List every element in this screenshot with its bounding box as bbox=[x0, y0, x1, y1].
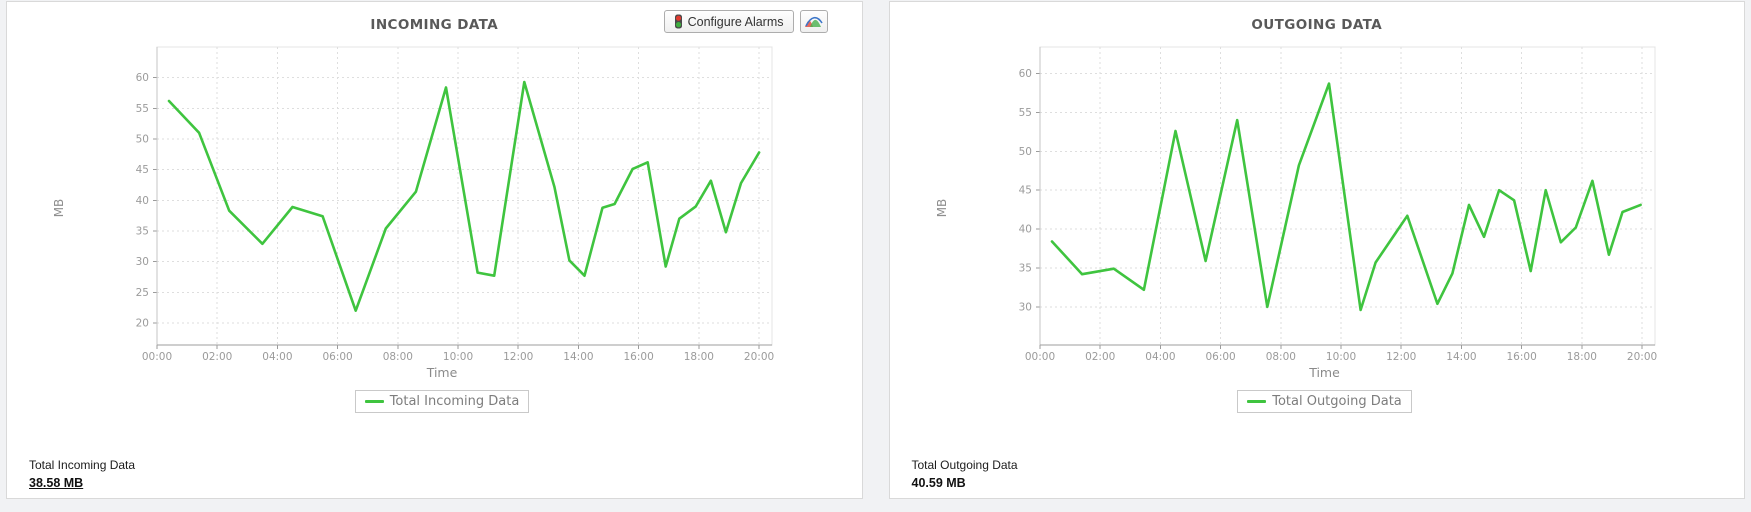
svg-text:00:00: 00:00 bbox=[1024, 351, 1054, 363]
summary-outgoing: Total Outgoing Data 40.59 MB bbox=[912, 457, 1018, 493]
svg-text:08:00: 08:00 bbox=[383, 351, 413, 363]
summary-incoming: Total Incoming Data 38.58 MB bbox=[29, 457, 135, 493]
svg-text:40: 40 bbox=[1018, 224, 1031, 236]
panel-incoming-data: Configure Alarms INCOMING DATA MB 20 25 30… bbox=[6, 1, 863, 499]
area-chart-icon bbox=[804, 15, 823, 28]
svg-text:45: 45 bbox=[136, 164, 149, 176]
svg-text:04:00: 04:00 bbox=[1145, 351, 1175, 363]
svg-text:60: 60 bbox=[136, 72, 149, 84]
svg-text:02:00: 02:00 bbox=[1085, 351, 1115, 363]
svg-text:45: 45 bbox=[1018, 185, 1031, 197]
summary-value-link[interactable]: 38.58 MB bbox=[29, 476, 84, 491]
panel-outgoing-data: OUTGOING DATA MB 30 35 40 45 50 55 60 00:00 02:0… bbox=[888, 1, 1745, 499]
svg-text:10:00: 10:00 bbox=[1325, 351, 1355, 363]
svg-text:20:00: 20:00 bbox=[744, 351, 774, 363]
svg-text:30: 30 bbox=[1018, 301, 1031, 313]
legend-total-incoming-data[interactable]: Total Incoming Data bbox=[354, 390, 530, 413]
svg-text:25: 25 bbox=[136, 287, 149, 299]
configure-alarms-label: Configure Alarms bbox=[687, 14, 784, 29]
y-axis-label: MB bbox=[934, 198, 949, 218]
dashboard-board: Configure Alarms INCOMING DATA MB 20 25 30… bbox=[6, 1, 1745, 499]
chart-area-outgoing: MB 30 35 40 45 50 55 60 00:00 02:00 04:00 06:00 08:… bbox=[935, 41, 1665, 413]
incoming-line-chart[interactable]: 20 25 30 35 40 45 50 55 60 00:00 02:00 04:00 06:00 08… bbox=[102, 41, 782, 365]
chart-title-outgoing: OUTGOING DATA bbox=[1251, 17, 1383, 33]
svg-text:20: 20 bbox=[136, 317, 149, 329]
legend-total-outgoing-data[interactable]: Total Outgoing Data bbox=[1237, 390, 1412, 413]
legend-label: Total Incoming Data bbox=[389, 394, 520, 409]
y-axis-label: MB bbox=[52, 198, 66, 218]
svg-text:04:00: 04:00 bbox=[262, 351, 292, 363]
svg-text:16:00: 16:00 bbox=[624, 351, 654, 363]
svg-text:50: 50 bbox=[136, 133, 149, 145]
summary-label: Total Outgoing Data bbox=[911, 458, 1018, 472]
chart-type-button[interactable] bbox=[799, 10, 828, 33]
svg-text:55: 55 bbox=[1018, 107, 1031, 119]
svg-text:18:00: 18:00 bbox=[1566, 351, 1596, 363]
x-axis-label: Time bbox=[426, 365, 458, 380]
svg-text:40: 40 bbox=[136, 195, 149, 207]
chart-title-incoming: INCOMING DATA bbox=[370, 17, 499, 33]
summary-value[interactable]: 40.59 MB bbox=[911, 476, 966, 491]
svg-text:12:00: 12:00 bbox=[1386, 351, 1416, 363]
svg-text:55: 55 bbox=[136, 103, 149, 115]
chart-area-incoming: MB 20 25 30 35 40 45 50 55 60 00:00 02:00 04:00 06:0… bbox=[52, 41, 782, 413]
x-axis-label: Time bbox=[1309, 365, 1340, 380]
svg-text:14:00: 14:00 bbox=[563, 351, 593, 363]
svg-text:06:00: 06:00 bbox=[1205, 351, 1235, 363]
panel-toolbar: Configure Alarms bbox=[663, 10, 828, 33]
svg-text:35: 35 bbox=[1018, 262, 1031, 274]
svg-text:30: 30 bbox=[136, 256, 149, 268]
svg-text:50: 50 bbox=[1018, 146, 1031, 158]
svg-text:20:00: 20:00 bbox=[1626, 351, 1656, 363]
svg-text:02:00: 02:00 bbox=[202, 351, 232, 363]
legend-row: Total Outgoing Data bbox=[985, 390, 1665, 413]
svg-text:00:00: 00:00 bbox=[142, 351, 172, 363]
svg-text:18:00: 18:00 bbox=[684, 351, 714, 363]
svg-text:10:00: 10:00 bbox=[443, 351, 473, 363]
svg-text:08:00: 08:00 bbox=[1265, 351, 1295, 363]
svg-text:60: 60 bbox=[1018, 68, 1031, 80]
configure-alarms-button[interactable]: Configure Alarms bbox=[663, 10, 794, 33]
svg-text:16:00: 16:00 bbox=[1506, 351, 1536, 363]
traffic-light-icon bbox=[674, 14, 683, 29]
svg-text:06:00: 06:00 bbox=[322, 351, 352, 363]
summary-label: Total Incoming Data bbox=[29, 458, 136, 472]
legend-line-swatch bbox=[364, 400, 384, 403]
svg-text:35: 35 bbox=[136, 225, 149, 237]
svg-text:14:00: 14:00 bbox=[1446, 351, 1476, 363]
legend-label: Total Outgoing Data bbox=[1272, 394, 1402, 409]
legend-line-swatch bbox=[1247, 400, 1267, 403]
svg-text:12:00: 12:00 bbox=[503, 351, 533, 363]
legend-row: Total Incoming Data bbox=[102, 390, 782, 413]
outgoing-line-chart[interactable]: 30 35 40 45 50 55 60 00:00 02:00 04:00 06:00 08:00 1… bbox=[985, 41, 1665, 365]
